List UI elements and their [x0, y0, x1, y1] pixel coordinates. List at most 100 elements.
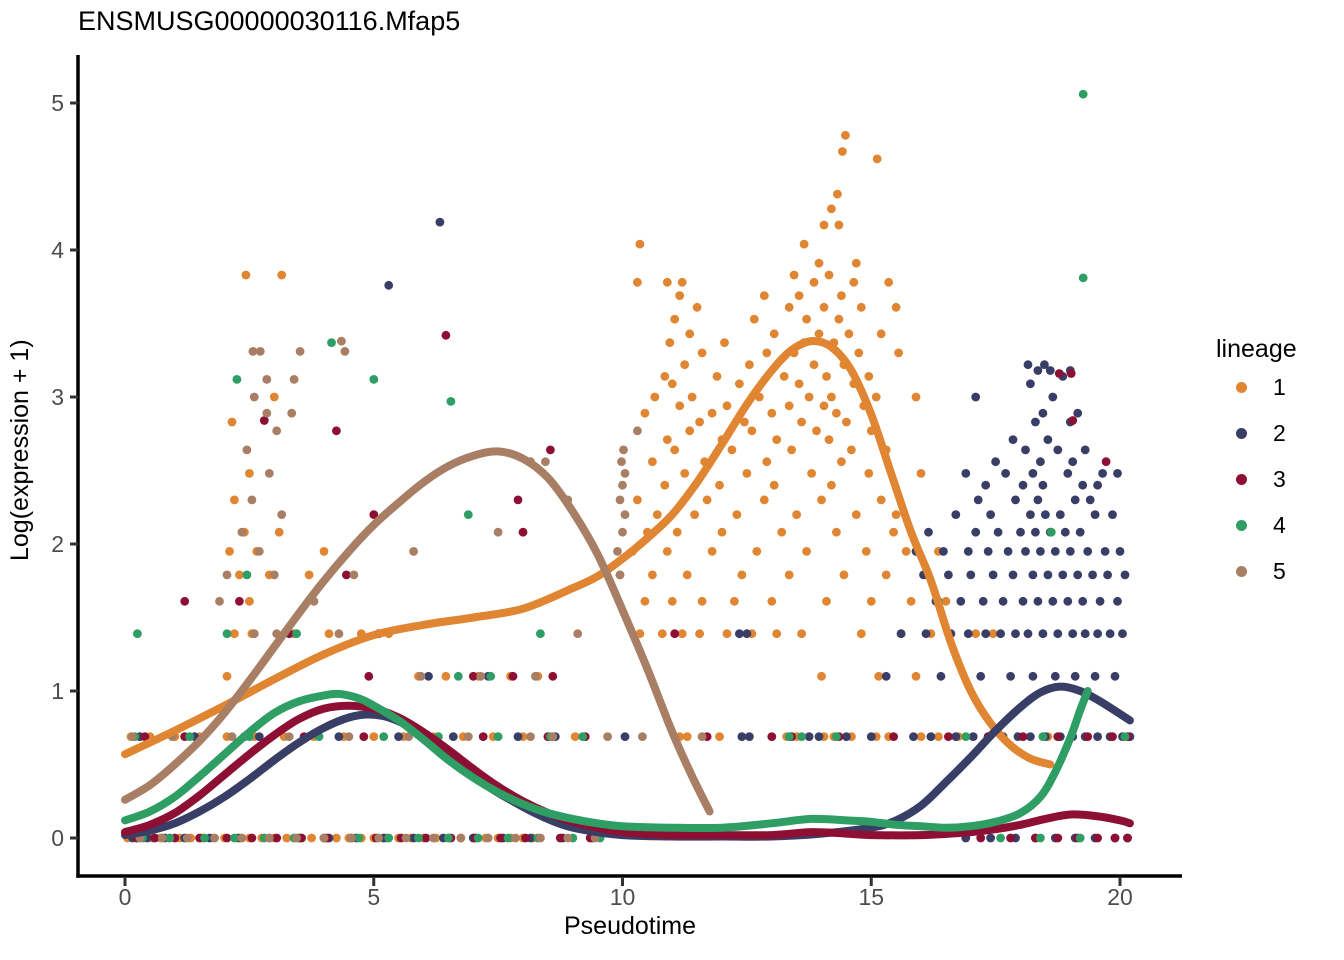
scatter-point — [1113, 469, 1122, 478]
scatter-point — [814, 732, 824, 741]
legend-label: 4 — [1273, 511, 1286, 538]
scatter-point — [1090, 510, 1100, 519]
legend-item-4: 4 — [1214, 502, 1340, 548]
scatter-point — [548, 732, 558, 741]
x-tick-label: 0 — [119, 884, 132, 910]
scatter-point — [742, 629, 752, 639]
scatter-point — [222, 570, 232, 580]
scatter-point — [225, 547, 234, 556]
y-axis-title: Log(expression + 1) — [6, 339, 34, 561]
scatter-point — [834, 220, 844, 230]
scatter-point — [921, 629, 931, 639]
scatter-point — [675, 401, 685, 411]
scatter-point — [347, 833, 356, 843]
scatter-point — [230, 833, 239, 843]
smoother-line-lineage-5 — [121, 447, 714, 816]
scatter-point — [807, 469, 816, 478]
legend-dot — [1236, 519, 1247, 531]
scatter-point — [864, 469, 874, 478]
scatter-point — [983, 547, 993, 556]
scatter-point — [332, 833, 341, 843]
scatter-point — [973, 495, 983, 505]
scatter-point — [1078, 480, 1088, 490]
scatter-point — [337, 336, 346, 346]
scatter-point — [956, 596, 966, 606]
legend-dot — [1236, 427, 1247, 439]
scatter-point — [866, 596, 876, 606]
scatter-point — [1078, 273, 1088, 283]
scatter-point — [548, 671, 558, 681]
scatter-point — [424, 671, 433, 681]
scatter-point — [670, 445, 680, 455]
scatter-point — [536, 833, 545, 843]
scatter-point — [665, 338, 675, 347]
scatter-point — [573, 629, 583, 639]
scatter-point — [1038, 732, 1048, 741]
scatter-point — [717, 527, 727, 537]
scatter-point — [1006, 671, 1015, 681]
scatter-point — [1026, 510, 1035, 519]
scatter-point — [354, 833, 364, 843]
scatter-point — [319, 833, 329, 843]
legend-title: lineage — [1216, 335, 1297, 363]
scatter-point — [272, 426, 282, 436]
smoother-line-lineage-3 — [121, 701, 1134, 840]
scatter-point — [963, 629, 973, 639]
scatter-point — [737, 732, 747, 741]
scatter-point — [1080, 629, 1090, 639]
scatter-point — [715, 732, 724, 741]
scatter-point — [518, 527, 528, 537]
scatter-point — [856, 629, 866, 639]
scatter-point — [864, 372, 874, 381]
scatter-point — [369, 732, 379, 741]
smoother-line-lineage-4 — [121, 687, 1092, 833]
scatter-point — [1008, 570, 1018, 580]
scatter-point — [981, 629, 991, 639]
scatter-point — [667, 596, 677, 606]
chart-title: ENSMUSG00000030116.Mfap5 — [78, 6, 461, 36]
scatter-point — [827, 480, 836, 490]
scatter-point — [662, 435, 672, 444]
scatter-point — [682, 570, 692, 580]
scatter-point — [165, 833, 175, 843]
scatter-point — [991, 457, 1000, 467]
scatter-point — [926, 732, 936, 741]
scatter-point — [468, 671, 478, 681]
scatter-point — [369, 375, 379, 384]
scatter-point — [1036, 547, 1045, 556]
scatter-point — [441, 671, 451, 681]
scatter-point — [697, 348, 707, 358]
scatter-point — [264, 833, 274, 843]
scatter-point — [690, 510, 699, 519]
scatter-point — [916, 469, 926, 478]
scatter-point — [1048, 392, 1058, 402]
scatter-point — [951, 510, 961, 519]
scatter-point — [1038, 629, 1048, 639]
scatter-point — [1003, 547, 1013, 556]
legend-label: 5 — [1273, 557, 1286, 584]
scatter-point — [767, 596, 777, 606]
legend-label: 3 — [1273, 465, 1286, 492]
scatter-point — [1120, 732, 1130, 741]
scatter-point — [727, 445, 737, 455]
scatter-point — [1043, 435, 1053, 444]
scatter-point — [200, 833, 210, 843]
scatter-point — [762, 348, 772, 358]
legend-items: 1 2 3 4 5 — [1214, 364, 1340, 594]
scatter-point — [269, 570, 279, 580]
scatter-point — [222, 629, 232, 639]
scatter-point — [896, 629, 906, 639]
scatter-point — [613, 547, 622, 556]
scatter-point — [332, 426, 341, 436]
scatter-point — [1040, 360, 1049, 370]
scatter-point — [541, 457, 550, 467]
scatter-point — [784, 302, 794, 312]
scatter-point — [513, 495, 523, 505]
scatter-point — [648, 570, 657, 580]
scatter-point — [1026, 379, 1035, 389]
scatter-point — [1090, 671, 1100, 681]
scatter-point — [1046, 527, 1056, 537]
scatter-point — [446, 397, 456, 406]
scatter-point — [740, 417, 749, 427]
scatter-point — [292, 629, 301, 639]
